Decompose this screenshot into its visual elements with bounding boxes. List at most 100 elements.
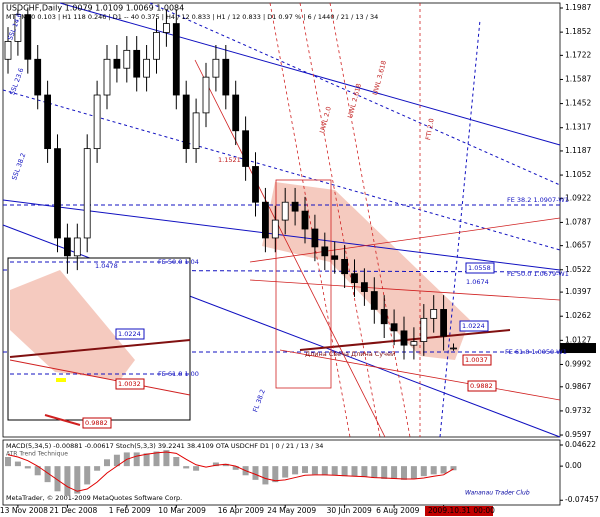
candle-body (192, 112, 200, 150)
footer: MetaTrader, © 2001-2009 MetaQuotes Softw… (6, 494, 182, 502)
channel-shade (262, 182, 470, 360)
annotation: 1.0478 (95, 262, 118, 270)
macd-bar (410, 466, 417, 479)
annotation: FE 61.8 1.00 (158, 370, 199, 378)
macd-bar (272, 466, 279, 483)
candle-body (54, 148, 61, 239)
y-tick-label: 1.1317 (565, 123, 591, 132)
y-tick-label: 0.04622 (565, 440, 596, 449)
candle-body (4, 41, 12, 60)
candle-body (281, 201, 289, 221)
macd-bar (440, 466, 447, 474)
macd-bar (44, 466, 51, 483)
macd-bar (34, 466, 41, 476)
signal-line (7, 451, 454, 492)
candle-body (153, 32, 160, 60)
candle-body (202, 76, 210, 114)
macd-bar (391, 466, 398, 479)
x-tick-label: 21 Dec 2008 (49, 506, 97, 515)
y-tick-label: 0.9867 (565, 382, 591, 391)
candle-body (252, 166, 259, 203)
y-tick-label: 1.1587 (565, 74, 591, 83)
macd-bar (252, 466, 259, 480)
candle-body (123, 49, 131, 69)
current-price: 1.0084 (564, 343, 590, 352)
y-tick-label: 0.9597 (565, 430, 591, 439)
candle-body (400, 330, 408, 346)
x-tick-label: 6 Aug 2009 (376, 506, 419, 515)
x-tick-label: 10 Mar 2009 (158, 506, 206, 515)
macd-bar (450, 466, 457, 471)
subheader: MTF M30 0.103 | H1 118 0.246 | D1 -- 40 … (6, 13, 378, 21)
annotation-box (467, 380, 497, 392)
macd-bar (401, 466, 407, 480)
annotation: FTI 2.0 (424, 118, 436, 141)
y-tick-label: 1.1722 (565, 50, 591, 59)
macd-bar (222, 463, 229, 467)
annotation: 1.0032 (118, 380, 141, 388)
y-tick-label: 0.9992 (565, 359, 591, 368)
x-tick-label: 24 May 2009 (267, 506, 316, 515)
macd-bar (64, 466, 71, 496)
y-tick-label: 1.1452 (565, 99, 591, 108)
macd-bar (14, 461, 21, 467)
candle-body (360, 282, 368, 292)
macd-bar (143, 453, 150, 467)
indicator-panel (2, 439, 561, 506)
candle-body (73, 237, 81, 257)
annotation: 1.0674 (466, 278, 489, 286)
y-tick-label: 1.1852 (565, 27, 591, 36)
y-tick-label: 1.1987 (565, 3, 591, 12)
candle-body (321, 246, 329, 257)
macd-bar (292, 466, 299, 475)
y-tick-label: 1.0522 (565, 265, 591, 274)
candle-body (133, 49, 141, 78)
annotation: FE 50.0 1.04 (158, 258, 199, 266)
annotation: 1.1521 (218, 156, 241, 164)
macd-bar (173, 457, 180, 467)
macd-bar (321, 466, 328, 476)
y-tick-label: 1.0922 (565, 193, 591, 202)
candle-body (93, 94, 101, 150)
y-tick-label: 1.1187 (565, 146, 591, 155)
candle-body (370, 291, 378, 310)
macd-bar (54, 466, 61, 492)
y-tick-label: 1.0127 (565, 335, 591, 344)
macd-bar (5, 457, 11, 467)
cursor-label: 2009.10.31 00:00 (428, 506, 495, 515)
y-tick-label: 0.00 (565, 461, 582, 470)
candle-body (162, 23, 170, 33)
inset (7, 257, 191, 426)
annotation: FE 50.0 1.0679-W1 (507, 270, 569, 278)
annotation-box (459, 320, 489, 332)
annotation-box (115, 328, 145, 340)
y-tick-label: 0.9732 (565, 406, 591, 415)
candle-body (420, 317, 428, 342)
macd-bar (113, 454, 120, 467)
macd-bar (232, 466, 239, 470)
macd-bar (311, 466, 318, 475)
candle-body (390, 323, 398, 332)
macd-bar (163, 450, 170, 467)
x-tick-label: 13 Nov 2008 (0, 506, 48, 515)
x-tick-label: 16 Apr 2009 (218, 506, 265, 515)
cursor-box (425, 506, 493, 516)
watermark: Wananau Trader Club (465, 490, 530, 497)
annotation: 1.0224 (462, 322, 485, 330)
candle-body (44, 94, 51, 150)
candle-body (301, 210, 309, 230)
annotation: 1.0558 (468, 264, 491, 272)
candle-body (242, 130, 250, 167)
candle-body (172, 23, 180, 96)
macd-bar (361, 466, 368, 478)
macd-bar (331, 466, 338, 476)
macd-bar (302, 466, 308, 473)
candle-body (212, 58, 220, 78)
candle-body (430, 309, 438, 319)
macd-bar (282, 466, 289, 478)
candle-body (450, 347, 457, 350)
macd-bar (351, 466, 358, 477)
candle-body (182, 94, 190, 150)
candle-body (341, 258, 349, 275)
